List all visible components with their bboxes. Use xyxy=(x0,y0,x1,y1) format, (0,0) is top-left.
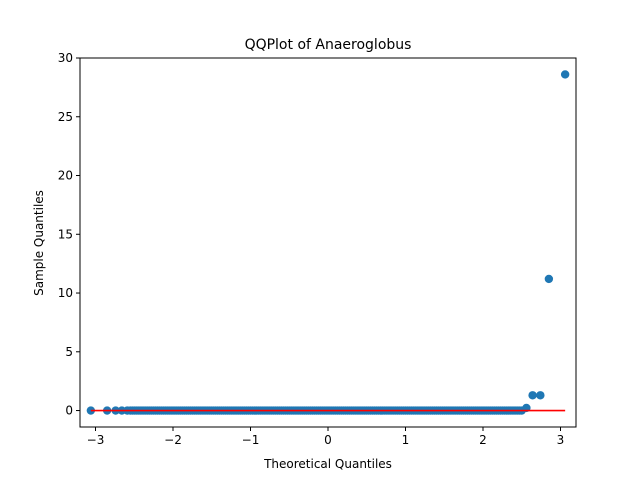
y-tick-label: 0 xyxy=(65,404,73,418)
plot-area xyxy=(86,70,570,415)
x-tick-label: −3 xyxy=(87,433,105,447)
x-tick-label: −2 xyxy=(164,433,182,447)
x-tick-label: −1 xyxy=(242,433,260,447)
x-tick-label: 2 xyxy=(479,433,487,447)
y-tick-label: 30 xyxy=(58,51,73,65)
plot-frame xyxy=(79,57,577,428)
y-tick-label: 5 xyxy=(65,345,73,359)
y-tick-label: 25 xyxy=(58,110,73,124)
data-point xyxy=(536,391,545,400)
data-point xyxy=(528,391,537,400)
y-axis-label: Sample Quantiles xyxy=(32,190,46,296)
x-tick-label: 3 xyxy=(557,433,565,447)
y-tick-label: 10 xyxy=(58,286,73,300)
data-point xyxy=(560,70,570,79)
chart-title: QQPlot of Anaeroglobus xyxy=(245,37,412,53)
x-axis-label: Theoretical Quantiles xyxy=(263,457,392,471)
x-tick-label: 1 xyxy=(402,433,410,447)
y-tick-label: 20 xyxy=(58,169,73,183)
x-tick-label: 0 xyxy=(324,433,332,447)
data-point xyxy=(544,274,554,284)
y-tick-label: 15 xyxy=(58,227,73,241)
